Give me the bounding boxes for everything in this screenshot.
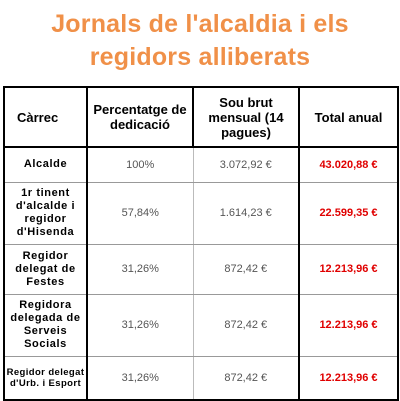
- header-carrec: Càrrec: [3, 86, 88, 148]
- table-row: Regidor delegat de Festes 31,26% 872,42 …: [3, 243, 399, 295]
- table-row: 1r tinent d'alcalde i regidor d'Hisenda …: [3, 181, 399, 245]
- cell-sou: 872,42 €: [192, 243, 300, 295]
- cell-sou: 872,42 €: [192, 355, 300, 401]
- cell-carrec: 1r tinent d'alcalde i regidor d'Hisenda: [3, 181, 88, 245]
- cell-total: 43.020,88 €: [298, 146, 399, 183]
- cell-sou: 872,42 €: [192, 293, 300, 357]
- header-percentatge: Percentatge de dedicació: [86, 86, 194, 148]
- cell-percentatge: 31,26%: [86, 243, 194, 295]
- title-line-2: regidors alliberats: [89, 43, 311, 71]
- cell-percentatge: 57,84%: [86, 181, 194, 245]
- title-line-1: Jornals de l'alcaldia i els: [51, 10, 349, 38]
- table-row: Alcalde 100% 3.072,92 € 43.020,88 €: [3, 146, 399, 183]
- cell-percentatge: 31,26%: [86, 293, 194, 357]
- cell-total: 12.213,96 €: [298, 293, 399, 357]
- header-sou: Sou brut mensual (14 pagues): [192, 86, 300, 148]
- table-row: Regidora delegada de Serveis Socials 31,…: [3, 293, 399, 357]
- table-row: Regidor delegat d'Urb. i Esport 31,26% 8…: [3, 355, 399, 401]
- page-title: Jornals de l'alcaldia i els regidors all…: [0, 8, 400, 74]
- cell-sou: 1.614,23 €: [192, 181, 300, 245]
- salaries-table: Càrrec Percentatge de dedicació Sou brut…: [3, 86, 399, 401]
- cell-carrec: Regidora delegada de Serveis Socials: [3, 293, 88, 357]
- cell-total: 12.213,96 €: [298, 355, 399, 401]
- cell-percentatge: 31,26%: [86, 355, 194, 401]
- table-header-row: Càrrec Percentatge de dedicació Sou brut…: [3, 86, 399, 148]
- cell-carrec: Alcalde: [3, 146, 88, 183]
- cell-carrec: Regidor delegat de Festes: [3, 243, 88, 295]
- header-total: Total anual: [298, 86, 399, 148]
- cell-sou: 3.072,92 €: [192, 146, 300, 183]
- cell-carrec: Regidor delegat d'Urb. i Esport: [3, 355, 88, 401]
- cell-total: 12.213,96 €: [298, 243, 399, 295]
- cell-total: 22.599,35 €: [298, 181, 399, 245]
- cell-percentatge: 100%: [86, 146, 194, 183]
